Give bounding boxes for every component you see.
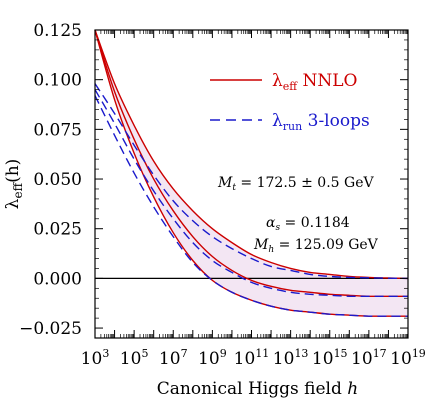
series-line-run-6 (94, 95, 408, 317)
series-line-run-5 (94, 89, 408, 298)
x-tick-label: 103 (81, 347, 110, 369)
x-tick-label: 105 (120, 347, 149, 369)
series-layer (94, 29, 409, 317)
series-line-eff-1 (94, 29, 409, 280)
x-axis-label: Canonical Higgs field h (157, 379, 358, 399)
y-tick-labels: 0.125 0.100 0.075 0.050 0.025 0.000 −0.025 (19, 21, 82, 339)
y-tick-label: 0.050 (33, 170, 82, 190)
annotation-3: Mh = 125.09 GeV (253, 237, 379, 255)
annotations: Mt = 172.5 ± 0.5 GeV αs = 0.1184 Mh = 125.… (217, 175, 379, 255)
series-line-run-4 (94, 83, 409, 280)
y-tick-label: 0.100 (33, 71, 82, 91)
x-tick-label: 109 (198, 347, 227, 369)
y-tick-label: −0.025 (19, 319, 82, 339)
y-tick-label: 0.125 (33, 21, 82, 41)
series-line-eff-2 (94, 29, 408, 298)
y-tick-label: 0.075 (33, 120, 82, 140)
y-tick-label: 0.025 (33, 220, 82, 240)
x-tick-label: 107 (159, 347, 188, 369)
annotation-1: Mt = 172.5 ± 0.5 GeV (217, 175, 374, 193)
annotation-2: αs = 0.1184 (266, 215, 350, 233)
y-tick-label: 0.000 (33, 269, 82, 289)
tick-layer (94, 29, 409, 339)
plot-frame (94, 29, 409, 339)
